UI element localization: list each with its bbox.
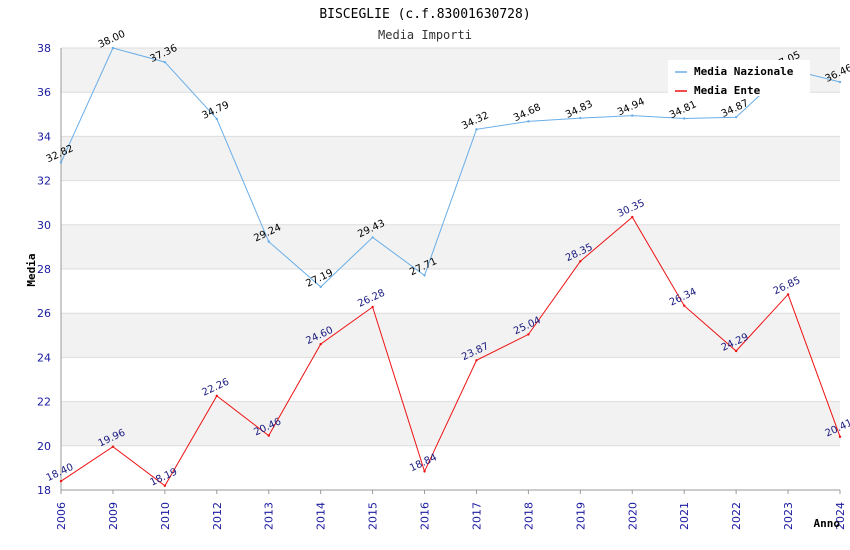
x-axis-label: Anno	[814, 517, 841, 530]
y-tick-label: 20	[37, 440, 51, 453]
data-point-media-ente	[423, 470, 426, 473]
x-tick-label: 2024	[834, 502, 847, 530]
x-tick-label: 2014	[315, 502, 328, 530]
series-line-media-ente	[60, 216, 841, 487]
grid-band	[61, 313, 840, 358]
data-point-media-ente	[475, 359, 478, 362]
data-point-media-nazionale	[475, 128, 478, 131]
x-tick-label: 2016	[419, 502, 432, 530]
legend: Media Nazionale Media Ente	[668, 60, 810, 97]
data-point-media-ente	[683, 304, 686, 307]
x-tick-label: 2010	[159, 502, 172, 530]
data-point-media-nazionale	[527, 120, 530, 123]
data-point-media-ente	[215, 394, 218, 398]
y-tick-labels: 18 20 22 24 26 28 30 32 34 36 38	[37, 42, 51, 497]
x-tick-label: 2020	[626, 502, 639, 530]
x-tick-label: 2022	[730, 502, 743, 530]
data-point-media-ente	[59, 479, 63, 483]
legend-background	[668, 60, 810, 96]
grid-band	[61, 224, 840, 269]
data-point-media-nazionale	[423, 274, 426, 277]
data-point-media-nazionale	[319, 285, 322, 289]
data-point-media-nazionale	[631, 114, 634, 117]
data-point-media-ente	[734, 349, 738, 353]
x-tick-label: 2018	[522, 502, 535, 530]
series-lines	[59, 46, 842, 488]
data-point-media-ente	[527, 333, 530, 336]
grid-band	[61, 357, 840, 402]
x-tick-label: 2006	[55, 502, 68, 530]
data-point-media-nazionale	[163, 60, 167, 64]
x-tick-label: 2023	[782, 502, 795, 530]
grid-band	[61, 445, 840, 490]
data-point-media-ente	[838, 435, 842, 438]
x-tick-labels: 2006 2009 2010 2012 2013 2014 2015 2016 2017 2018…	[55, 490, 847, 530]
data-point-media-nazionale	[734, 115, 738, 119]
data-point-media-nazionale	[111, 46, 115, 50]
data-point-media-nazionale	[371, 236, 374, 239]
data-point-media-nazionale	[215, 117, 218, 121]
y-tick-label: 36	[37, 86, 51, 99]
data-point-media-ente	[111, 445, 115, 448]
x-tick-label: 2013	[263, 502, 276, 530]
data-point-media-ente	[267, 434, 270, 437]
y-tick-label: 22	[37, 396, 51, 409]
x-tick-label: 2015	[367, 502, 380, 530]
data-point-media-ente	[163, 484, 167, 488]
data-point-media-nazionale	[579, 116, 582, 120]
series-line-media-nazionale	[60, 47, 841, 288]
y-tick-label: 34	[37, 130, 51, 143]
grid-band	[61, 136, 840, 181]
y-axis-label: Media	[25, 253, 38, 286]
x-tick-label: 2012	[211, 502, 224, 530]
data-point-media-ente	[371, 305, 374, 309]
y-tick-label: 24	[37, 351, 51, 364]
chart-subtitle: Media Importi	[378, 28, 472, 42]
data-point-media-ente	[579, 260, 582, 263]
y-tick-label: 28	[37, 263, 51, 276]
x-tick-label: 2019	[574, 502, 587, 530]
x-tick-label: 2021	[678, 502, 691, 530]
data-point-media-ente	[786, 293, 790, 296]
data-point-media-nazionale	[838, 80, 842, 84]
y-tick-label: 18	[37, 484, 51, 497]
data-point-media-nazionale	[683, 117, 686, 120]
data-point-media-nazionale	[59, 161, 63, 164]
data-point-media-ente	[631, 215, 634, 219]
data-point-media-ente	[319, 342, 322, 346]
grid-band	[61, 92, 840, 137]
grid-band	[61, 269, 840, 314]
grid-band	[61, 401, 840, 446]
chart-title: BISCEGLIE (c.f.83001630728)	[319, 7, 530, 22]
y-tick-label: 30	[37, 219, 51, 232]
legend-label-media-ente: Media Ente	[694, 84, 761, 97]
legend-label-media-nazionale: Media Nazionale	[694, 65, 794, 78]
grid-bands	[61, 48, 840, 490]
data-point-media-nazionale	[267, 240, 270, 243]
y-tick-label: 26	[37, 307, 51, 320]
x-tick-label: 2009	[107, 502, 120, 530]
y-tick-label: 38	[37, 42, 51, 55]
y-tick-label: 32	[37, 175, 51, 188]
x-tick-label: 2017	[470, 502, 483, 530]
